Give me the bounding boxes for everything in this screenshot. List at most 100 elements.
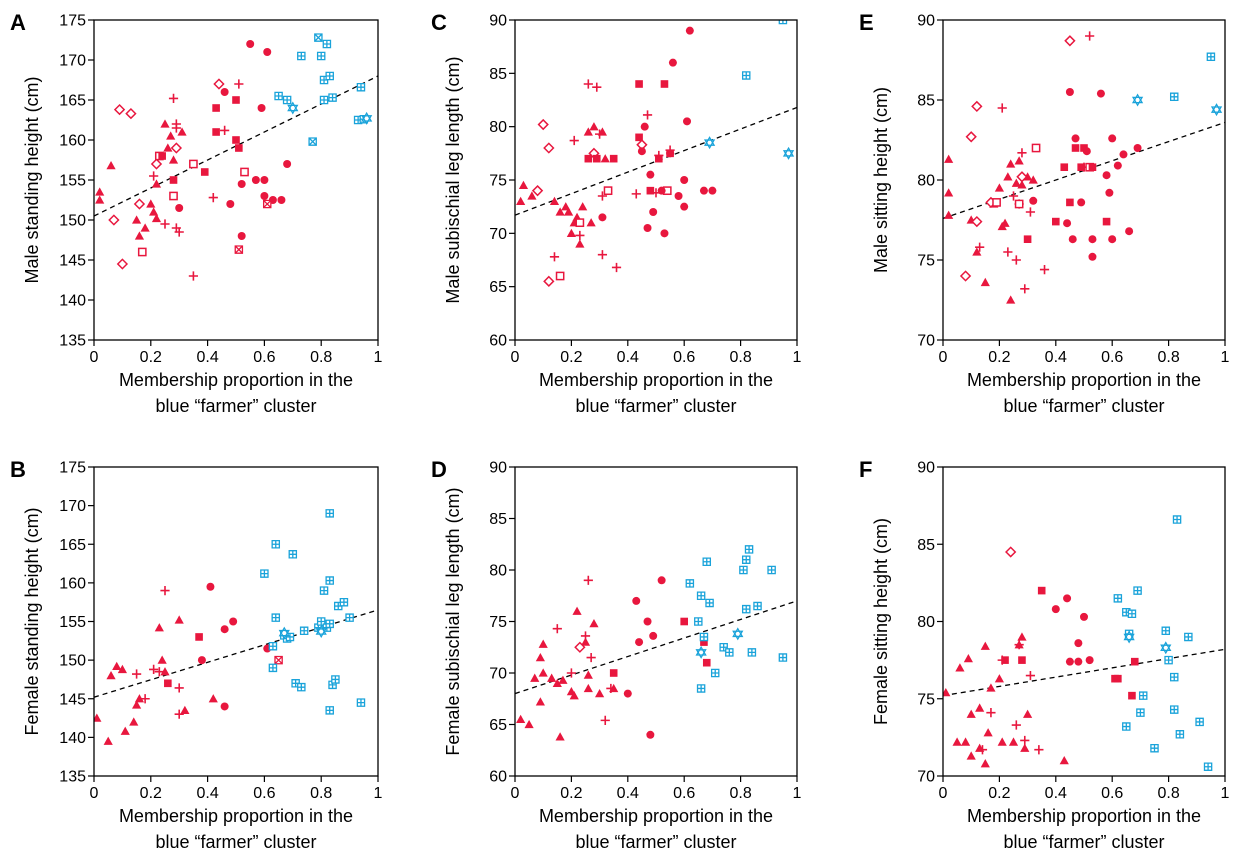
data-point	[106, 670, 116, 680]
plus-icon	[997, 103, 1007, 113]
data-point	[1088, 252, 1097, 261]
triangle-icon	[535, 697, 545, 706]
square-filled-icon	[1088, 163, 1097, 171]
square-plus-icon	[699, 632, 709, 642]
data-point	[160, 119, 170, 128]
x-axis-label-line2: blue “farmer” cluster	[155, 396, 316, 416]
plus-icon	[1039, 265, 1050, 275]
data-point	[646, 170, 655, 179]
square-filled-icon	[1023, 235, 1032, 243]
data-point	[1169, 92, 1179, 102]
square-filled-icon	[212, 104, 220, 112]
data-point	[1028, 175, 1038, 184]
data-point	[282, 95, 292, 105]
data-point	[685, 579, 695, 588]
circle-filled-icon	[660, 229, 669, 238]
data-point	[151, 179, 162, 188]
square-cross-icon	[308, 137, 317, 146]
diamond-open-icon	[150, 158, 163, 170]
plus-icon	[642, 110, 653, 120]
data-point	[971, 100, 983, 113]
data-point	[1206, 52, 1216, 62]
plus-icon	[1020, 284, 1030, 294]
data-point	[640, 122, 649, 131]
data-point	[972, 247, 982, 256]
data-point	[271, 540, 281, 549]
square-plus-icon	[778, 653, 788, 662]
data-point	[1096, 89, 1105, 98]
x-tick-label: 0.4	[196, 349, 218, 366]
plus-icon	[208, 193, 218, 203]
y-tick-label: 65	[489, 279, 507, 296]
triangle-icon	[518, 180, 529, 190]
data-point	[325, 509, 334, 518]
plot-frame	[514, 466, 798, 777]
triangle-icon	[980, 759, 990, 768]
triangle-icon	[561, 202, 571, 211]
data-point	[251, 176, 260, 184]
triangle-icon	[555, 207, 565, 216]
square-filled-icon	[655, 154, 663, 163]
data-point	[1003, 172, 1013, 181]
x-tick-label: 0.4	[617, 785, 639, 802]
x-tick-label: 0.6	[253, 785, 275, 802]
plus-icon	[1014, 640, 1024, 650]
diamond-open-icon	[113, 103, 126, 116]
y-tick-label: 65	[489, 717, 507, 734]
triangle-icon	[960, 737, 971, 746]
square-filled-icon	[635, 133, 643, 142]
square-filled-icon	[1128, 691, 1136, 700]
triangle-icon	[208, 694, 218, 703]
square-plus-icon	[319, 95, 329, 105]
data-point	[308, 137, 317, 146]
data-point	[1150, 743, 1159, 753]
square-plus-icon	[345, 613, 354, 622]
data-point	[623, 689, 632, 698]
triangle-icon	[575, 239, 585, 248]
data-point	[739, 565, 748, 575]
square-plus-icon	[778, 20, 788, 25]
data-point	[175, 204, 184, 212]
data-point	[527, 191, 537, 200]
x-axis-label-line2: blue “farmer” cluster	[575, 832, 736, 852]
data-point	[631, 189, 641, 199]
square-filled-icon	[195, 633, 203, 641]
triangle-icon	[549, 196, 560, 206]
data-point	[598, 213, 607, 222]
data-point	[1133, 144, 1142, 152]
data-point	[361, 111, 373, 125]
data-point	[237, 180, 246, 188]
circle-filled-icon	[251, 176, 260, 184]
data-point	[1006, 159, 1016, 168]
plot-area	[943, 31, 1225, 304]
data-point	[94, 713, 102, 722]
data-point	[696, 684, 706, 693]
circle-filled-icon	[237, 180, 246, 188]
square-plus-icon	[325, 71, 334, 81]
x-tick-label: 0	[511, 785, 520, 802]
series-square_x-blue	[308, 33, 323, 146]
y-tick-label: 140	[59, 730, 86, 747]
data-point	[274, 655, 283, 665]
y-axis-label: Male standing height (cm)	[22, 76, 42, 283]
triangle-icon	[106, 161, 116, 170]
circle-filled-icon	[1088, 252, 1097, 261]
data-point	[220, 702, 229, 711]
triangle-icon	[563, 207, 574, 216]
series-square_plus-blue	[274, 39, 369, 125]
square-plus-icon	[741, 604, 751, 614]
data-point	[1064, 35, 1076, 47]
data-point	[149, 207, 159, 216]
data-point	[597, 191, 608, 201]
data-point	[1071, 144, 1080, 152]
y-tick-label: 80	[489, 119, 507, 136]
square-plus-icon	[1164, 655, 1173, 665]
data-point	[1119, 150, 1128, 159]
data-point	[208, 193, 218, 203]
diamond-open-icon	[959, 270, 972, 282]
circle-filled-icon	[257, 104, 266, 112]
square-filled-icon	[1066, 198, 1074, 207]
triangle-icon	[1000, 218, 1010, 227]
data-point	[986, 708, 996, 718]
circle-filled-icon	[666, 149, 675, 158]
